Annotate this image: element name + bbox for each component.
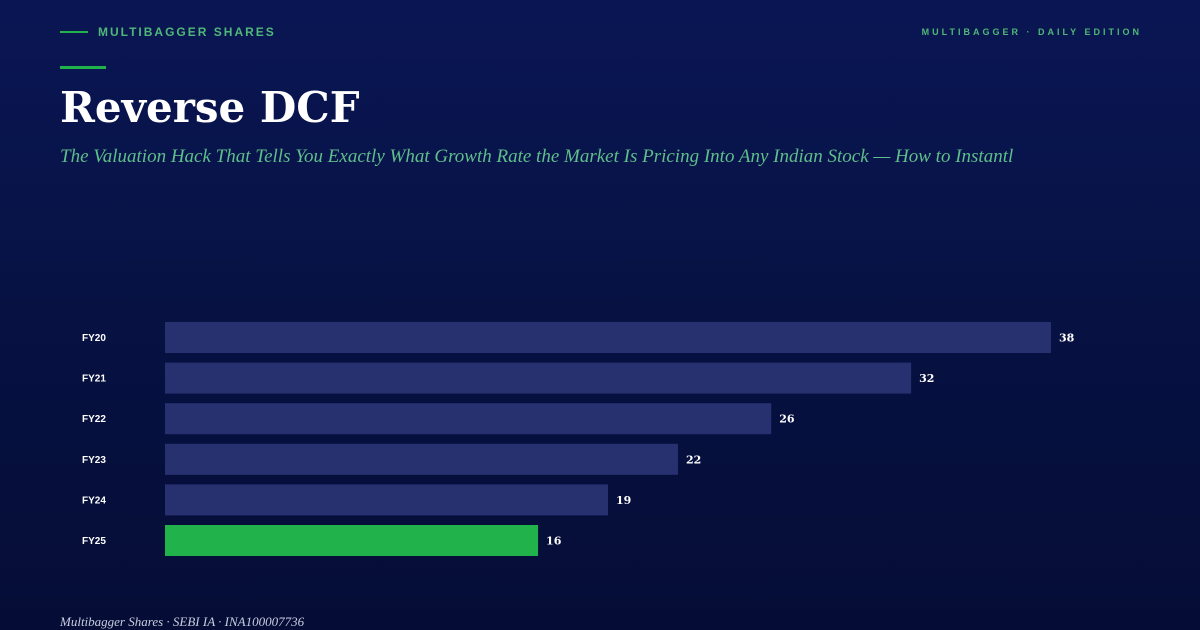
brand-accent-line [60,31,88,33]
category-label: FY20 [82,333,106,344]
bar [165,443,678,475]
bar [165,403,772,435]
footer-credit: Multibagger Shares · SEBI IA · INA100007… [60,614,305,629]
bar-highlighted [165,525,539,556]
value-label: 26 [779,413,795,426]
value-label: 16 [546,535,562,548]
category-label: FY22 [82,414,106,425]
edition-label: MULTIBAGGER · DAILY EDITION [921,27,1142,37]
bar [165,322,1051,353]
value-label: 22 [686,453,701,466]
category-label: FY25 [82,536,106,547]
value-label: 38 [1059,332,1075,345]
bar [165,362,912,394]
brand-name: MULTIBAGGER SHARES [98,25,276,39]
category-label: FY23 [82,455,106,466]
value-label: 19 [616,494,631,507]
category-label: FY24 [82,495,106,506]
page-title: Reverse DCF [60,83,360,132]
title-accent-bar [60,66,106,69]
bar [165,484,608,516]
page-subtitle: The Valuation Hack That Tells You Exactl… [60,146,1014,167]
brand: MULTIBAGGER SHARES [60,24,276,40]
value-label: 32 [919,372,934,385]
category-label: FY21 [82,374,106,385]
